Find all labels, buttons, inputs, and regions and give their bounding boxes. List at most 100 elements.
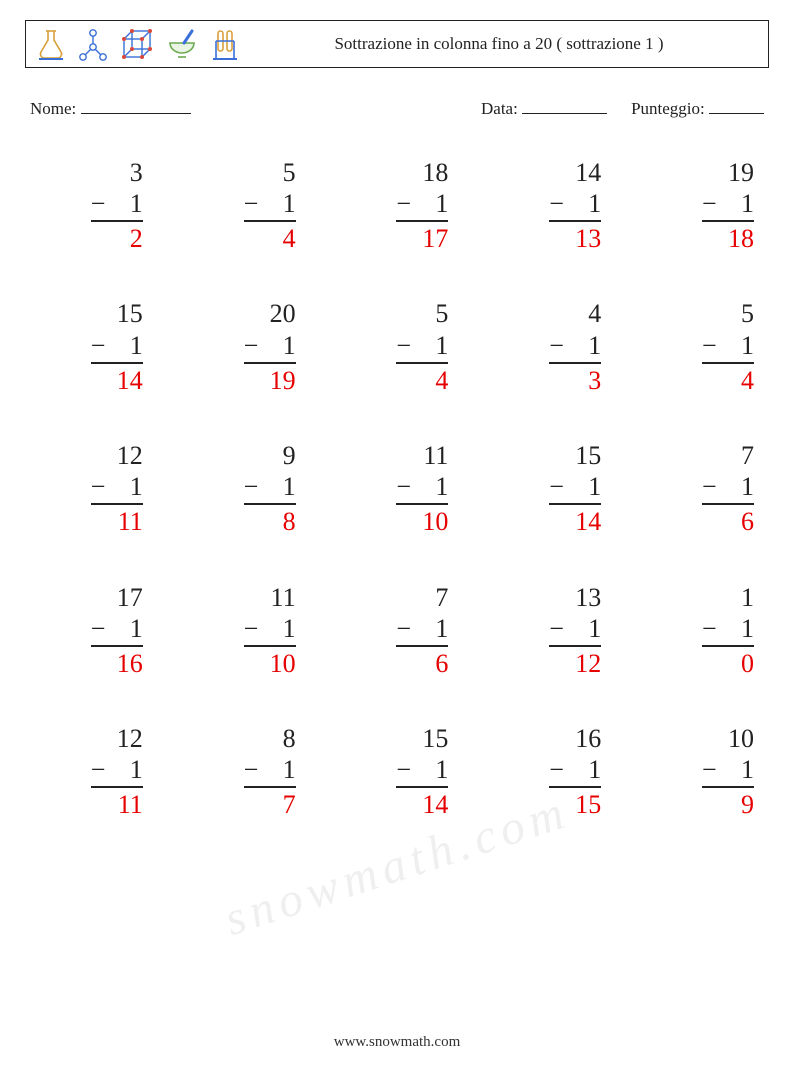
subtraction-problem: 16− 115 bbox=[498, 723, 601, 821]
subtrahend-row: −1 bbox=[244, 471, 296, 505]
minuend: 7 bbox=[396, 582, 448, 613]
subtrahend: 1 bbox=[741, 189, 754, 218]
subtrahend: 1 bbox=[588, 189, 601, 218]
minus-sign: − bbox=[549, 471, 566, 502]
answer: 17 bbox=[396, 222, 448, 254]
subtraction-problem: 12− 111 bbox=[40, 440, 143, 538]
subtrahend: 1 bbox=[588, 614, 601, 643]
subtraction-problem: 12− 111 bbox=[40, 723, 143, 821]
score-label: Punteggio: bbox=[631, 99, 705, 119]
minuend: 18 bbox=[396, 157, 448, 188]
subtrahend: 1 bbox=[435, 331, 448, 360]
minus-sign: − bbox=[244, 754, 261, 785]
subtrahend-row: − 1 bbox=[396, 754, 448, 788]
subtrahend: 1 bbox=[741, 472, 754, 501]
minus-sign: − bbox=[396, 471, 413, 502]
minus-sign: − bbox=[396, 188, 413, 219]
subtrahend-row: −1 bbox=[91, 188, 143, 222]
minus-sign: − bbox=[91, 471, 108, 502]
subtrahend-row: −1 bbox=[702, 471, 754, 505]
minus-sign: − bbox=[549, 754, 566, 785]
subtrahend: 1 bbox=[588, 331, 601, 360]
subtrahend: 1 bbox=[741, 331, 754, 360]
minus-sign: − bbox=[702, 471, 719, 502]
answer: 11 bbox=[91, 788, 143, 820]
answer: 14 bbox=[549, 505, 601, 537]
subtrahend-row: − 1 bbox=[702, 754, 754, 788]
minuend: 12 bbox=[91, 440, 143, 471]
subtraction-problem: 1−10 bbox=[651, 582, 754, 680]
subtraction-problem: 9−18 bbox=[193, 440, 296, 538]
minuend: 5 bbox=[702, 298, 754, 329]
answer: 4 bbox=[244, 222, 296, 254]
subtrahend-row: − 1 bbox=[549, 613, 601, 647]
subtraction-problem: 5−14 bbox=[651, 298, 754, 396]
test-tube-rack-icon bbox=[210, 27, 240, 61]
flask-stand-icon bbox=[36, 27, 66, 61]
answer: 10 bbox=[244, 647, 296, 679]
subtrahend-row: −1 bbox=[244, 754, 296, 788]
subtraction-problem: 15− 1 14 bbox=[498, 440, 601, 538]
footer-url: www.snowmath.com bbox=[0, 1034, 794, 1051]
subtrahend-row: − 1 bbox=[91, 613, 143, 647]
answer: 14 bbox=[91, 364, 143, 396]
problems-grid: 3−125−1418− 11714− 11319− 11815− 11420− … bbox=[40, 157, 754, 821]
mortar-pestle-icon bbox=[166, 27, 198, 61]
answer: 8 bbox=[244, 505, 296, 537]
worksheet-header: Sottrazione in colonna fino a 20 ( sottr… bbox=[25, 20, 769, 68]
answer: 10 bbox=[396, 505, 448, 537]
subtraction-problem: 8−17 bbox=[193, 723, 296, 821]
minuend: 4 bbox=[549, 298, 601, 329]
minuend: 5 bbox=[244, 157, 296, 188]
minus-sign: − bbox=[396, 613, 413, 644]
subtraction-problem: 7−16 bbox=[651, 440, 754, 538]
minus-sign: − bbox=[702, 754, 719, 785]
minuend: 11 bbox=[396, 440, 448, 471]
subtraction-problem: 13− 112 bbox=[498, 582, 601, 680]
subtrahend: 1 bbox=[588, 472, 601, 501]
answer: 9 bbox=[702, 788, 754, 820]
answer: 6 bbox=[396, 647, 448, 679]
minuend: 17 bbox=[91, 582, 143, 613]
minuend: 7 bbox=[702, 440, 754, 471]
minuend: 11 bbox=[244, 582, 296, 613]
subtrahend-row: −1 bbox=[244, 188, 296, 222]
subtraction-problem: 11− 110 bbox=[346, 440, 449, 538]
minuend: 20 bbox=[244, 298, 296, 329]
subtrahend-row: − 1 bbox=[91, 471, 143, 505]
answer: 18 bbox=[702, 222, 754, 254]
subtrahend-row: − 1 bbox=[91, 330, 143, 364]
subtraction-problem: 18− 1 17 bbox=[346, 157, 449, 255]
answer: 3 bbox=[549, 364, 601, 396]
minus-sign: − bbox=[244, 330, 261, 361]
score-blank-line bbox=[709, 96, 764, 114]
answer: 6 bbox=[702, 505, 754, 537]
subtrahend-row: −1 bbox=[702, 613, 754, 647]
answer: 15 bbox=[549, 788, 601, 820]
minuend: 5 bbox=[396, 298, 448, 329]
minus-sign: − bbox=[549, 188, 566, 219]
subtrahend: 1 bbox=[283, 189, 296, 218]
info-row: Nome: Data: Punteggio: bbox=[30, 96, 764, 119]
header-icon-row bbox=[26, 27, 240, 61]
subtrahend: 1 bbox=[130, 755, 143, 784]
minus-sign: − bbox=[549, 613, 566, 644]
minuend: 15 bbox=[91, 298, 143, 329]
subtrahend: 1 bbox=[435, 189, 448, 218]
subtrahend: 1 bbox=[130, 189, 143, 218]
minuend: 13 bbox=[549, 582, 601, 613]
subtraction-problem: 15− 114 bbox=[346, 723, 449, 821]
subtrahend-row: −1 bbox=[702, 330, 754, 364]
minus-sign: − bbox=[244, 188, 261, 219]
subtrahend: 1 bbox=[283, 331, 296, 360]
minuend: 15 bbox=[549, 440, 601, 471]
subtrahend-row: −1 bbox=[549, 330, 601, 364]
minus-sign: − bbox=[91, 754, 108, 785]
minuend: 10 bbox=[702, 723, 754, 754]
subtrahend: 1 bbox=[130, 331, 143, 360]
date-blank-line bbox=[522, 96, 607, 114]
minus-sign: − bbox=[396, 754, 413, 785]
subtrahend: 1 bbox=[741, 614, 754, 643]
name-label: Nome: bbox=[30, 99, 76, 119]
minus-sign: − bbox=[702, 188, 719, 219]
